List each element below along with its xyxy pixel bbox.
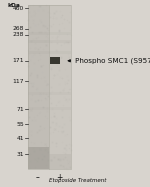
Text: 171: 171 (13, 58, 24, 63)
Bar (28, 107, 71, 110)
Bar (28, 5, 71, 169)
Bar (49, 5, 71, 169)
Text: 55: 55 (16, 122, 24, 127)
Text: 238: 238 (13, 32, 24, 37)
Bar (28, 5, 71, 169)
Text: 31: 31 (17, 152, 24, 157)
Text: 268: 268 (13, 27, 24, 31)
Bar (28, 147, 49, 169)
Bar (49, 154, 71, 169)
Text: kDa: kDa (8, 3, 21, 8)
Bar (28, 5, 49, 169)
Text: Etoposide Treatment: Etoposide Treatment (50, 178, 107, 183)
Text: 117: 117 (13, 79, 24, 84)
Bar (28, 32, 71, 35)
Text: +: + (57, 173, 63, 182)
Bar (28, 92, 71, 95)
Text: 460: 460 (13, 6, 24, 11)
Text: Phospho SMC1 (S957): Phospho SMC1 (S957) (75, 58, 150, 64)
Bar (28, 51, 71, 54)
Text: –: – (36, 173, 40, 182)
Bar (28, 40, 71, 43)
Text: 71: 71 (16, 107, 24, 112)
Text: 41: 41 (17, 136, 24, 141)
Bar (50, 57, 60, 64)
